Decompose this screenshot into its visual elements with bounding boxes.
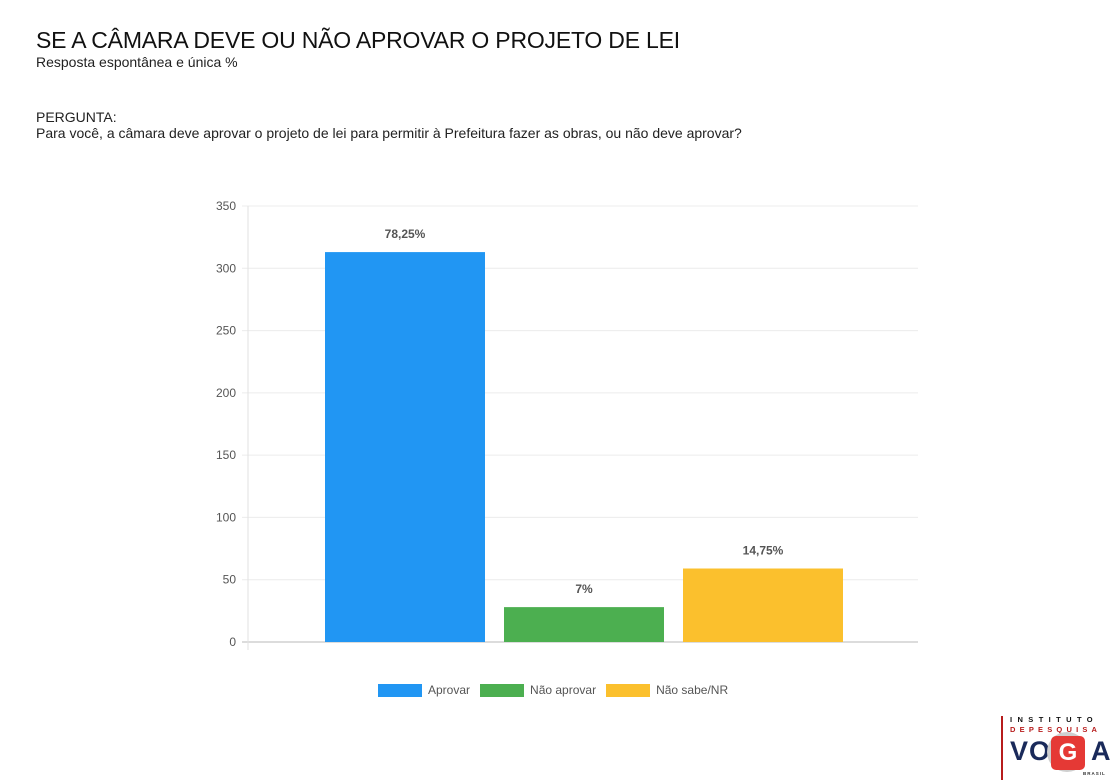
- question-text: Para você, a câmara deve aprovar o proje…: [36, 125, 742, 141]
- legend-item-nao-aprovar[interactable]: Não aprovar: [480, 683, 596, 697]
- data-label: 7%: [575, 582, 593, 596]
- bar-n-o-aprovar[interactable]: [504, 607, 664, 642]
- legend-item-nao-sabe[interactable]: Não sabe/NR: [606, 683, 728, 697]
- y-tick-label: 0: [229, 635, 236, 649]
- data-label: 14,75%: [743, 544, 784, 558]
- y-tick-label: 200: [216, 386, 236, 400]
- legend-label: Aprovar: [428, 683, 471, 697]
- bars: [325, 252, 843, 642]
- bar-aprovar[interactable]: [325, 252, 485, 642]
- logo-instituto-text: INSTITUTO: [1010, 715, 1099, 724]
- legend-item-aprovar[interactable]: Aprovar: [378, 683, 470, 697]
- logo-country-text: BRASIL: [1083, 771, 1106, 776]
- logo-divider: [1001, 716, 1003, 780]
- question-label: PERGUNTA:: [36, 109, 117, 125]
- legend-swatch-aprovar: [378, 683, 422, 697]
- legend-swatch-nao-aprovar: [480, 683, 525, 697]
- page-title: SE A CÂMARA DEVE OU NÃO APROVAR O PROJET…: [36, 27, 680, 53]
- voga-logo: INSTITUTO DEPESQUISA VO A G BRASIL: [1001, 714, 1118, 782]
- y-tick-labels: 0 50 100 150 200 250 300 350: [216, 199, 236, 649]
- y-tick-label: 350: [216, 199, 236, 213]
- data-labels: 78,25% 7% 14,75%: [385, 227, 784, 596]
- y-tick-label: 100: [216, 510, 236, 524]
- legend-label: Não aprovar: [530, 683, 597, 697]
- page-subtitle: Resposta espontânea e única %: [36, 54, 238, 70]
- logo-word-left: VO: [1010, 736, 1052, 766]
- y-tick-label: 300: [216, 261, 236, 275]
- logo-depesquisa-text: DEPESQUISA: [1010, 725, 1102, 734]
- data-label: 78,25%: [385, 227, 426, 241]
- logo-wordmark: VO A: [1010, 736, 1112, 767]
- bar-n-o-sabe-nr[interactable]: [683, 568, 843, 642]
- chart-legend: Aprovar Não aprovar Não sabe/NR: [378, 683, 738, 697]
- logo-word-right: A: [1091, 736, 1112, 766]
- legend-swatch-nao-sabe: [606, 683, 651, 697]
- logo-g-badge: G: [1051, 736, 1085, 770]
- y-tick-label: 250: [216, 324, 236, 338]
- y-tick-label: 50: [223, 573, 237, 587]
- y-tick-label: 150: [216, 448, 236, 462]
- legend-label: Não sabe/NR: [656, 683, 729, 697]
